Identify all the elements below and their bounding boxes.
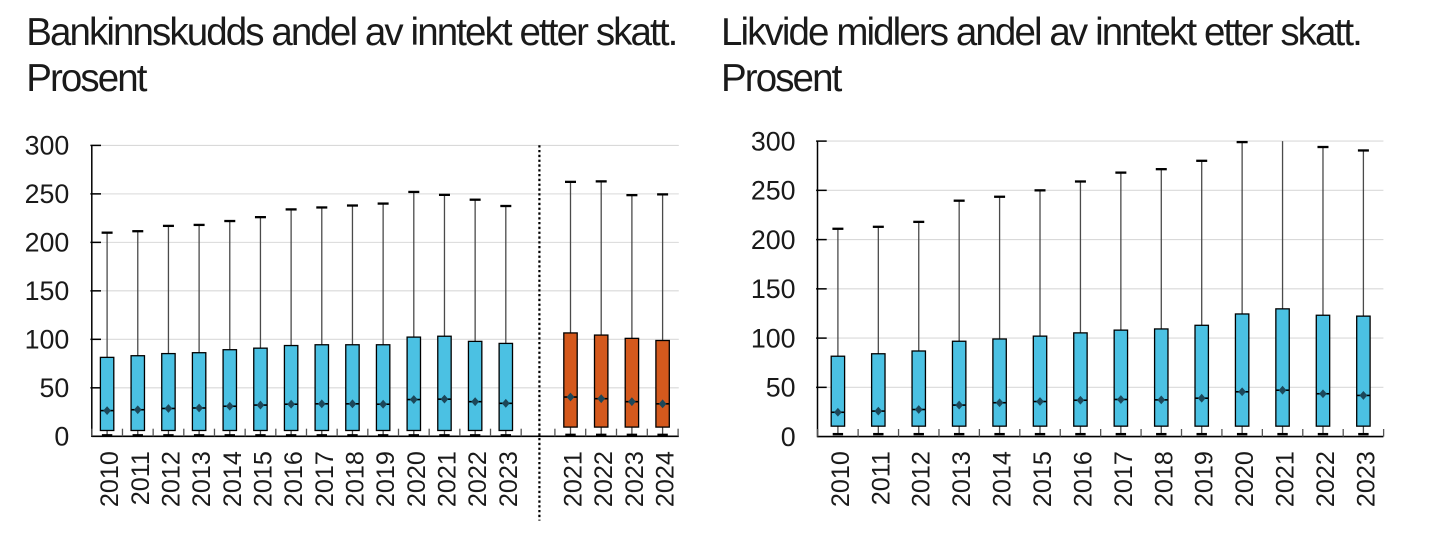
svg-text:2024: 2024 — [652, 451, 680, 507]
svg-text:2010: 2010 — [827, 451, 855, 507]
svg-text:2016: 2016 — [280, 451, 308, 507]
svg-text:2020: 2020 — [1231, 451, 1259, 507]
svg-text:2010: 2010 — [96, 451, 124, 507]
svg-text:2023: 2023 — [1352, 451, 1380, 507]
svg-text:0: 0 — [781, 422, 796, 452]
svg-text:2021: 2021 — [1272, 451, 1300, 507]
svg-text:2011: 2011 — [127, 451, 155, 505]
svg-text:2017: 2017 — [311, 451, 339, 507]
svg-text:2012: 2012 — [157, 451, 185, 507]
svg-text:2022: 2022 — [1312, 451, 1340, 507]
svg-text:50: 50 — [766, 373, 796, 403]
svg-text:2023: 2023 — [495, 451, 523, 507]
svg-text:300: 300 — [751, 126, 796, 156]
svg-text:100: 100 — [751, 323, 796, 353]
svg-text:2014: 2014 — [219, 451, 247, 507]
svg-text:2015: 2015 — [249, 451, 277, 507]
svg-text:200: 200 — [751, 225, 796, 255]
svg-text:2017: 2017 — [1110, 451, 1138, 507]
svg-text:2019: 2019 — [1191, 451, 1219, 507]
svg-text:100: 100 — [25, 324, 70, 354]
svg-text:200: 200 — [25, 228, 70, 258]
svg-text:2021: 2021 — [560, 451, 588, 507]
svg-text:150: 150 — [751, 274, 796, 304]
svg-text:2018: 2018 — [1150, 451, 1178, 507]
svg-text:250: 250 — [751, 176, 796, 206]
svg-text:2015: 2015 — [1029, 451, 1057, 507]
svg-text:2013: 2013 — [948, 451, 976, 507]
svg-text:150: 150 — [25, 276, 70, 306]
svg-text:2022: 2022 — [464, 451, 492, 507]
svg-text:2018: 2018 — [341, 451, 369, 507]
svg-text:2019: 2019 — [372, 451, 400, 507]
svg-text:2023: 2023 — [621, 451, 649, 507]
svg-text:2012: 2012 — [908, 451, 936, 507]
svg-text:2016: 2016 — [1069, 451, 1097, 507]
svg-text:2013: 2013 — [188, 451, 216, 507]
svg-text:2011: 2011 — [867, 451, 895, 505]
svg-text:300: 300 — [25, 131, 70, 161]
svg-text:2022: 2022 — [590, 451, 618, 507]
svg-text:250: 250 — [25, 179, 70, 209]
svg-text:2014: 2014 — [989, 451, 1017, 507]
svg-text:0: 0 — [54, 421, 69, 451]
svg-text:2020: 2020 — [403, 451, 431, 507]
svg-text:50: 50 — [39, 373, 69, 403]
svg-text:2021: 2021 — [433, 451, 461, 507]
